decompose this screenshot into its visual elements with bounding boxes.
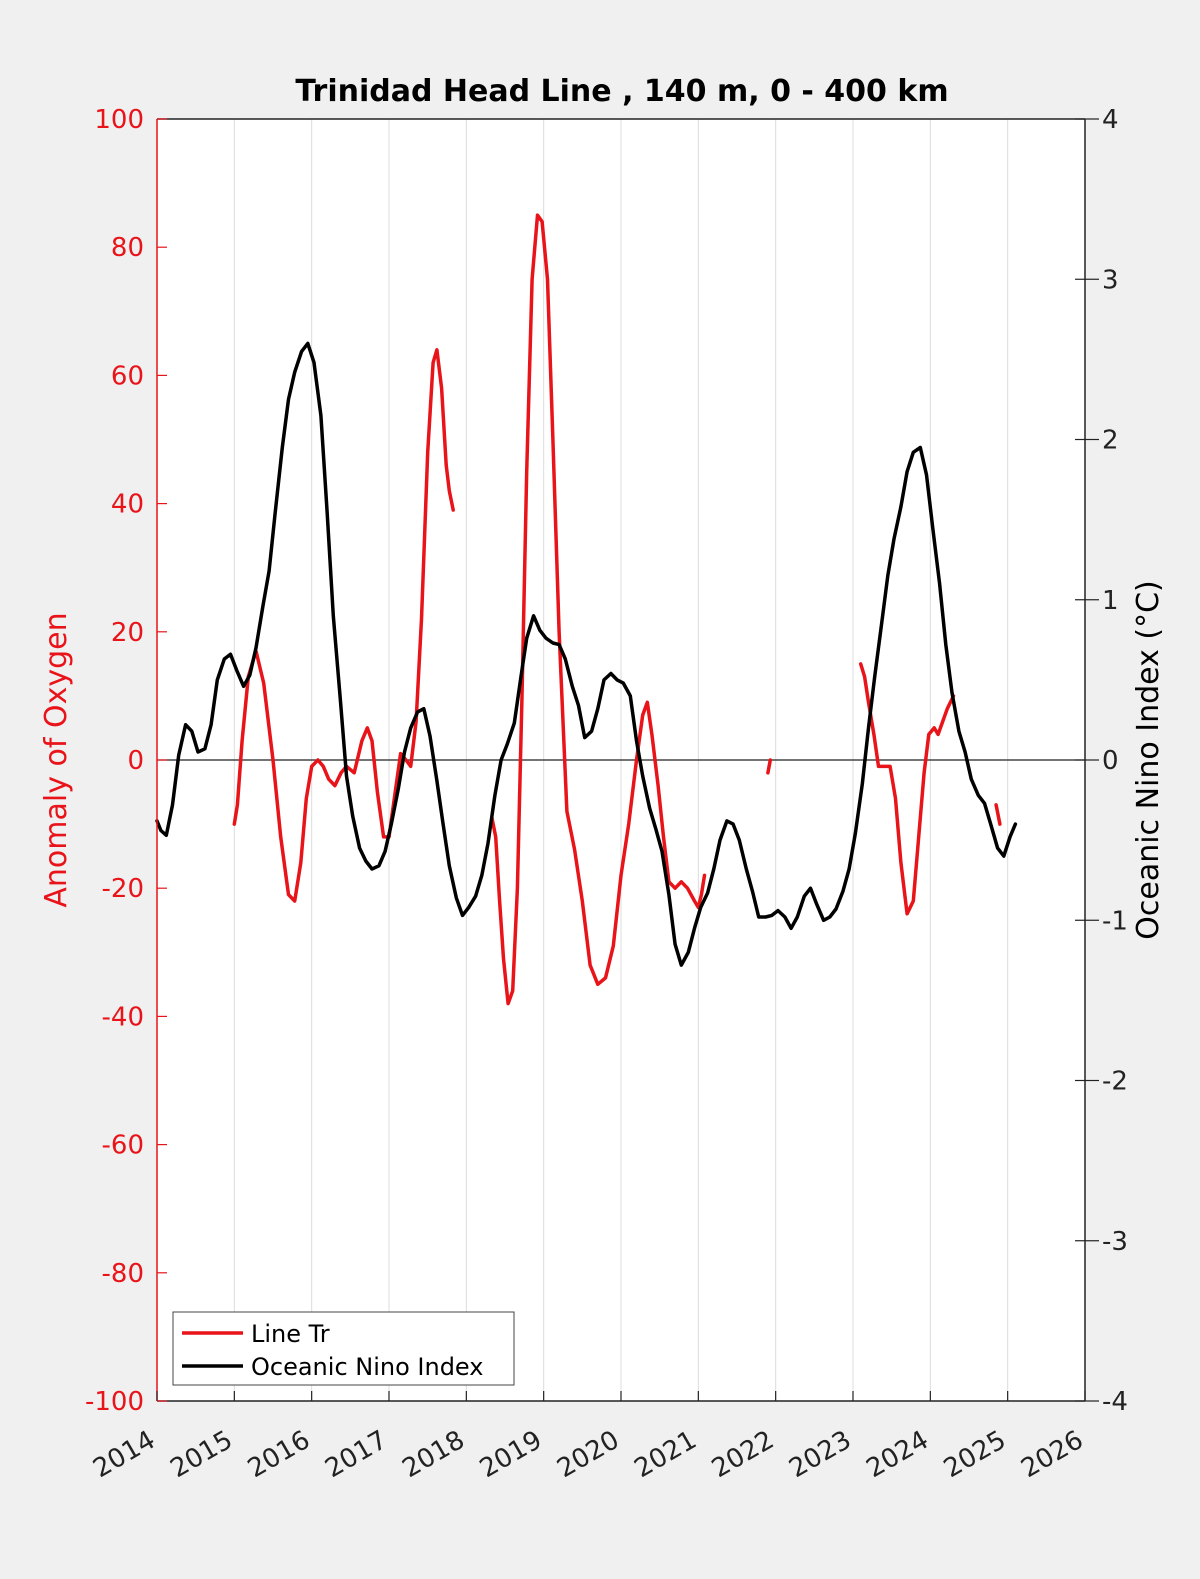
- series-line-tr: [232, 348, 455, 903]
- y-axis-left-label: Anomaly of Oxygen: [39, 612, 74, 907]
- y-left-tick-label: -20: [102, 874, 144, 904]
- x-tick-label: 2016: [243, 1425, 315, 1484]
- x-tick-label: 2023: [784, 1425, 856, 1484]
- x-tick-label: 2014: [88, 1425, 160, 1484]
- x-tick-label: 2022: [707, 1425, 779, 1484]
- y-right-tick-label: -1: [1102, 906, 1128, 936]
- series-line-tr: [994, 803, 1002, 826]
- x-tick-label: 2021: [630, 1425, 702, 1484]
- x-tick-label: 2017: [320, 1425, 392, 1484]
- y-left-tick-label: 0: [127, 746, 144, 776]
- y-right-tick-label: 0: [1102, 746, 1119, 776]
- y-right-tick-label: 4: [1102, 105, 1119, 135]
- y-left-tick-label: 40: [111, 490, 144, 520]
- series-line-tr: [858, 662, 956, 916]
- legend-label-line-tr: Line Tr: [251, 1320, 330, 1348]
- x-tick-label: 2025: [939, 1425, 1011, 1484]
- y-right-tick-label: 2: [1102, 426, 1119, 456]
- series-oni: [155, 341, 1018, 967]
- x-tick-label: 2026: [1016, 1425, 1088, 1484]
- y-left-tick-label: 20: [111, 618, 144, 648]
- series-line-tr: [766, 758, 773, 775]
- y-left-tick-label: 60: [111, 361, 144, 391]
- y-axis-right-label: Oceanic Nino Index (°C): [1131, 580, 1166, 940]
- y-left-tick-label: 100: [94, 105, 144, 135]
- y-right-tick-label: 1: [1102, 586, 1119, 616]
- x-tick-label: 2020: [552, 1425, 624, 1484]
- series-line-tr: [490, 213, 707, 1006]
- y-right-tick-label: -3: [1102, 1227, 1128, 1257]
- y-left-tick-label: -60: [102, 1131, 144, 1161]
- y-left-tick-label: -40: [102, 1002, 144, 1032]
- x-tick-label: 2018: [398, 1425, 470, 1484]
- y-right-tick-label: 3: [1102, 265, 1119, 295]
- x-tick-label: 2015: [166, 1425, 238, 1484]
- legend-label-oni: Oceanic Nino Index: [251, 1353, 483, 1381]
- chart-title: Trinidad Head Line , 140 m, 0 - 400 km: [295, 74, 948, 109]
- x-tick-label: 2024: [862, 1425, 934, 1484]
- y-left-tick-label: -100: [85, 1387, 144, 1417]
- legend: Line Tr Oceanic Nino Index: [172, 1311, 515, 1386]
- legend-box: [172, 1311, 515, 1386]
- y-right-tick-label: -2: [1102, 1067, 1128, 1097]
- y-left-tick-label: 80: [111, 233, 144, 263]
- y-left-tick-label: -80: [102, 1259, 144, 1289]
- y-right-tick-label: -4: [1102, 1387, 1128, 1417]
- x-tick-label: 2019: [475, 1425, 547, 1484]
